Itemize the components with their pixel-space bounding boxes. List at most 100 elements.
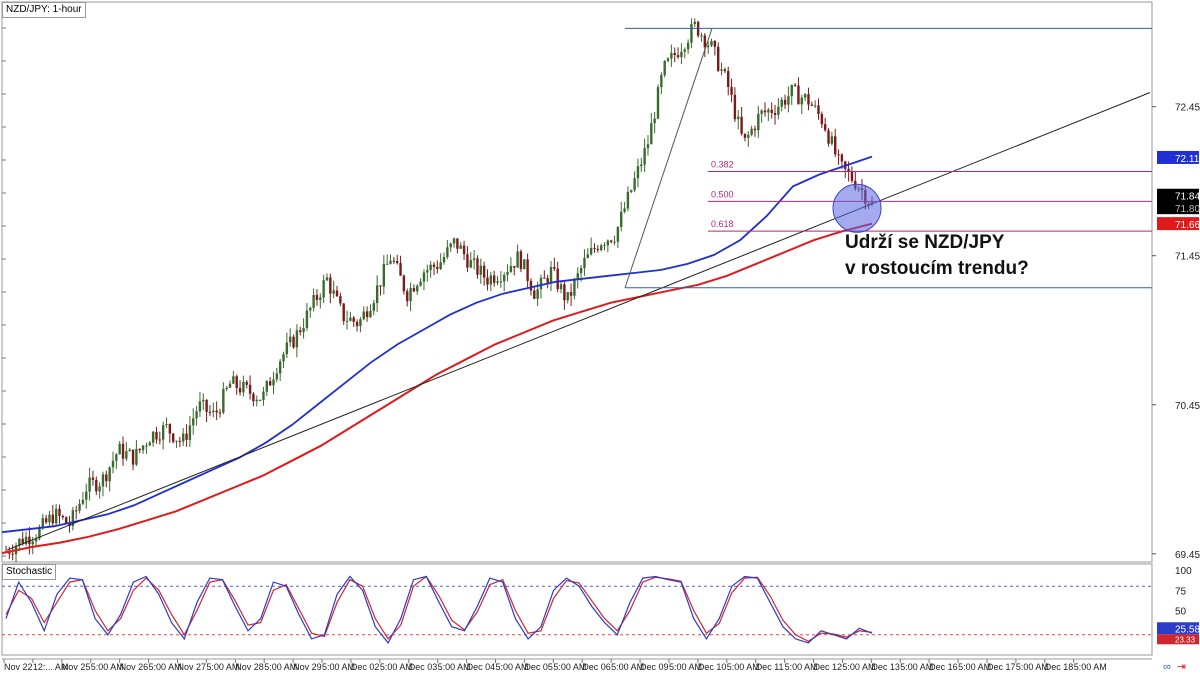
candle-body — [503, 274, 506, 282]
candle-body — [41, 518, 44, 528]
candle-body — [703, 35, 707, 48]
candle-body — [496, 281, 499, 283]
candle-body — [579, 267, 583, 274]
fib-level-label: 0.382 — [711, 160, 734, 170]
fib-level-label: 0.500 — [711, 189, 734, 199]
candle-body — [285, 342, 289, 355]
candle-body — [151, 431, 155, 443]
candle-body — [583, 257, 586, 268]
candle-body — [499, 281, 503, 283]
candle-body — [278, 361, 282, 374]
candle-body — [329, 277, 332, 294]
candle-body — [95, 479, 98, 492]
candle-body — [81, 499, 85, 504]
candle-body — [432, 264, 436, 267]
candle-body — [516, 251, 519, 268]
candle-body — [24, 536, 28, 545]
candle-body — [847, 168, 850, 172]
candle-body — [44, 518, 48, 523]
candle-body — [673, 53, 676, 56]
candle-body — [31, 541, 34, 545]
time-tick-label: 5:00 AM — [785, 662, 818, 672]
time-tick-label: 12:... AM — [33, 662, 69, 672]
candle-body — [369, 310, 372, 318]
candle-body — [75, 510, 78, 512]
candle-body — [773, 113, 777, 115]
candle-body — [135, 448, 138, 465]
candle-body — [439, 262, 442, 270]
stoch-tick-label: 75 — [1175, 586, 1187, 597]
chart-title: NZD/JPY: 1-hour — [2, 2, 86, 18]
candle-body — [248, 384, 252, 394]
candle-body — [372, 303, 375, 311]
candle-body — [787, 96, 790, 105]
candle-body — [529, 280, 533, 291]
candle-body — [706, 45, 710, 48]
current-price-subtag: 71.801 — [1175, 204, 1200, 215]
candle-body — [810, 104, 814, 106]
candle-body — [489, 275, 493, 285]
candle-body — [375, 285, 379, 304]
time-tick-label: Nov 28 — [235, 662, 264, 672]
candle-body — [523, 259, 526, 270]
candle-body — [763, 110, 767, 113]
arrows-icon[interactable]: ⇥ — [1176, 661, 1187, 673]
candle-body — [646, 144, 650, 149]
candle-body — [616, 227, 620, 242]
candle-body — [419, 281, 422, 286]
candle-body — [182, 433, 185, 442]
candle-body — [275, 373, 279, 380]
candle-body — [125, 451, 128, 459]
candle-body — [723, 69, 727, 72]
candle-body — [613, 241, 616, 243]
candle-body — [436, 266, 439, 270]
candle-body — [830, 136, 834, 144]
candle-body — [319, 297, 322, 300]
candle-body — [302, 327, 305, 333]
candle-body — [349, 317, 352, 321]
candle-body — [145, 445, 148, 447]
candle-body — [716, 46, 720, 71]
candle-body — [446, 247, 449, 257]
candle-body — [456, 238, 459, 249]
candle-body — [195, 411, 198, 419]
candle-body — [492, 275, 496, 283]
candle-body — [747, 134, 750, 138]
candle-body — [8, 551, 11, 554]
candle-body — [289, 336, 292, 343]
candle-body — [88, 477, 91, 492]
link-icon[interactable]: ∞ — [1163, 661, 1171, 673]
sma200-price-tag-bg — [1157, 217, 1199, 231]
candle-body — [469, 259, 472, 268]
candle-body — [409, 288, 412, 302]
candle-body — [228, 383, 232, 388]
candle-body — [676, 55, 680, 58]
time-tick-label: Dec 06 — [582, 662, 611, 672]
candle-body — [352, 317, 355, 322]
candle-body — [513, 266, 516, 268]
candle-body — [663, 61, 666, 76]
candle-body — [61, 515, 65, 518]
candle-body — [643, 148, 646, 165]
candle-body — [713, 40, 717, 47]
candle-body — [345, 320, 349, 322]
candle-body — [252, 393, 255, 402]
candle-body — [262, 391, 265, 400]
candle-body — [429, 264, 432, 271]
candle-body — [519, 251, 523, 270]
candle-body — [396, 261, 399, 264]
candle-body — [820, 114, 824, 125]
candle-body — [700, 35, 703, 37]
candle-body — [606, 240, 610, 246]
candle-body — [406, 291, 409, 302]
fib-swing-line — [624, 28, 713, 288]
candle-body — [91, 477, 95, 480]
candle-body — [178, 440, 182, 442]
time-tick-label: 5:00 AM — [958, 662, 991, 672]
candle-body — [412, 288, 416, 292]
candle-body — [546, 278, 549, 283]
candle-body — [850, 171, 854, 181]
time-tick-label: 5:00 AM — [322, 662, 355, 672]
candle-body — [21, 538, 24, 545]
